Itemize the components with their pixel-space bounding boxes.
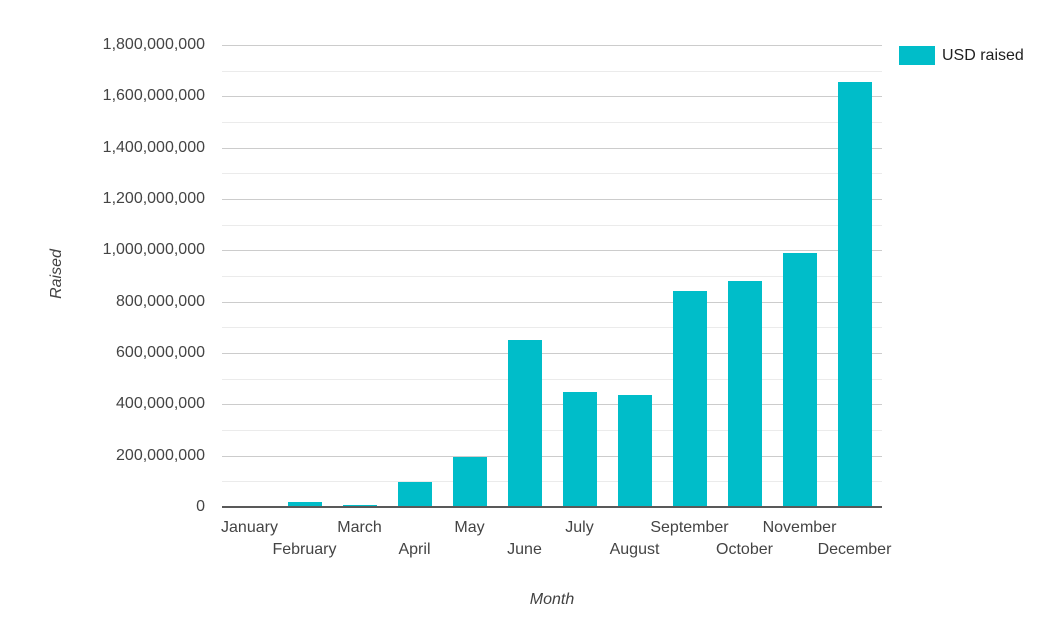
x-category-label-february: February <box>272 541 337 558</box>
x-axis-title: Month <box>529 591 575 608</box>
bar-december[interactable] <box>837 82 872 506</box>
x-category-label-march: March <box>337 519 382 536</box>
gridline-minor <box>222 327 882 328</box>
x-category-label-october: October <box>716 541 773 558</box>
gridline-minor <box>222 173 882 174</box>
bar-july[interactable] <box>562 392 597 506</box>
y-tick-label: 1,000,000,000 <box>102 241 205 258</box>
x-category-label-april: April <box>398 541 431 558</box>
bar-november[interactable] <box>782 252 817 506</box>
y-tick-label: 200,000,000 <box>116 447 205 464</box>
gridline-major <box>222 302 882 303</box>
gridline-major <box>222 250 882 251</box>
gridline-major <box>222 353 882 354</box>
bar-august[interactable] <box>617 395 652 506</box>
y-tick-label: 1,600,000,000 <box>102 87 205 104</box>
gridline-minor <box>222 481 882 482</box>
bar-march[interactable] <box>342 505 377 506</box>
y-tick-label: 1,200,000,000 <box>102 190 205 207</box>
y-tick-label: 1,400,000,000 <box>102 139 205 156</box>
y-tick-label: 600,000,000 <box>116 344 205 361</box>
x-category-label-november: November <box>762 519 837 536</box>
bar-june[interactable] <box>507 340 542 506</box>
bar-september[interactable] <box>672 291 707 506</box>
x-category-label-june: June <box>507 541 542 558</box>
gridline-minor <box>222 225 882 226</box>
bar-february[interactable] <box>287 502 322 506</box>
x-category-label-december: December <box>817 541 892 558</box>
gridline-major <box>222 45 882 46</box>
x-category-label-july: July <box>565 519 594 536</box>
gridline-minor <box>222 379 882 380</box>
bar-april[interactable] <box>397 481 432 506</box>
x-category-label-august: August <box>609 541 660 558</box>
x-category-label-september: September <box>650 519 729 536</box>
gridline-major <box>222 148 882 149</box>
y-tick-label: 1,800,000,000 <box>102 36 205 53</box>
gridline-major <box>222 456 882 457</box>
y-axis-title: Raised <box>48 249 65 299</box>
gridline-minor <box>222 71 882 72</box>
gridline-major <box>222 404 882 405</box>
gridline-major <box>222 199 882 200</box>
x-category-label-january: January <box>221 519 278 536</box>
bar-october[interactable] <box>727 280 762 506</box>
y-tick-label: 800,000,000 <box>116 293 205 310</box>
bar-may[interactable] <box>452 456 487 506</box>
legend-swatch-icon <box>899 46 935 65</box>
y-tick-label: 400,000,000 <box>116 395 205 412</box>
x-axis-line <box>222 506 882 508</box>
legend-series-label: USD raised <box>942 47 1024 64</box>
x-category-label-may: May <box>454 519 485 536</box>
legend[interactable]: USD raised <box>899 46 1024 65</box>
gridline-minor <box>222 430 882 431</box>
gridline-major <box>222 96 882 97</box>
gridline-minor <box>222 122 882 123</box>
y-tick-label: 0 <box>196 498 205 515</box>
gridline-minor <box>222 276 882 277</box>
